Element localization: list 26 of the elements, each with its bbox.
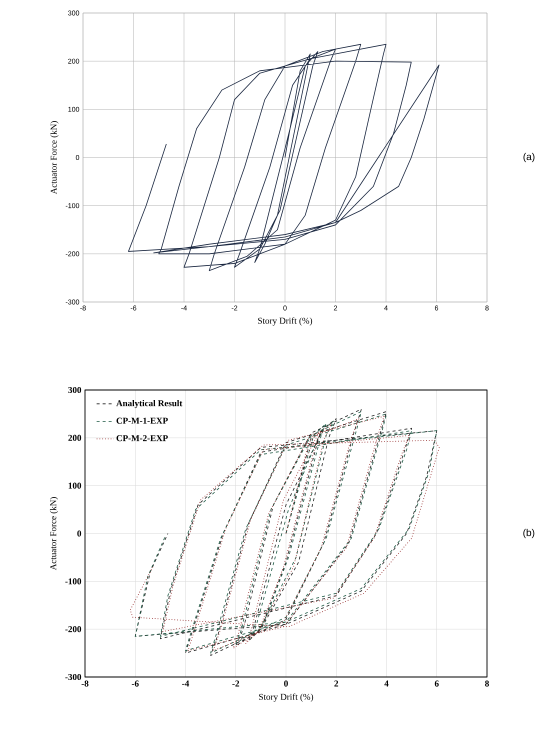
y-tick-label: -100 bbox=[65, 578, 82, 584]
y-tick-label: 300 bbox=[68, 386, 82, 394]
y-tick-label: 200 bbox=[68, 434, 82, 441]
x-tick-label: 0 bbox=[284, 680, 288, 687]
legend-label: CP-M-2-EXP bbox=[116, 435, 168, 442]
x-tick-label: 4 bbox=[384, 680, 389, 686]
x-tick-label: -4 bbox=[182, 680, 190, 686]
legend-label: CP-M-1-EXP bbox=[116, 418, 168, 424]
y-axis-title: Actuator Force (kN) bbox=[50, 121, 59, 194]
y-tick-label: -300 bbox=[65, 674, 82, 680]
x-axis-title: Story Drift (%) bbox=[258, 317, 312, 326]
line-series bbox=[128, 44, 440, 272]
x-tick-label: 2 bbox=[334, 680, 338, 686]
text: (a) bbox=[523, 152, 534, 162]
y-tick-label: 100 bbox=[68, 482, 82, 489]
legend-label: Analytical Result bbox=[116, 400, 182, 408]
x-tick-label: 8 bbox=[485, 680, 489, 687]
x-axis-title: Story Drift (%) bbox=[259, 693, 314, 702]
text: (b) bbox=[523, 528, 534, 538]
x-tick-label: -6 bbox=[132, 680, 139, 687]
x-tick-label: -8 bbox=[82, 680, 88, 687]
y-tick-label: 0 bbox=[77, 530, 82, 537]
x-tick-label: 6 bbox=[434, 680, 439, 687]
y-tick-label: -200 bbox=[65, 626, 82, 632]
x-tick-label: -2 bbox=[232, 680, 240, 686]
y-axis-title: Actuator Force (kN) bbox=[50, 497, 58, 570]
